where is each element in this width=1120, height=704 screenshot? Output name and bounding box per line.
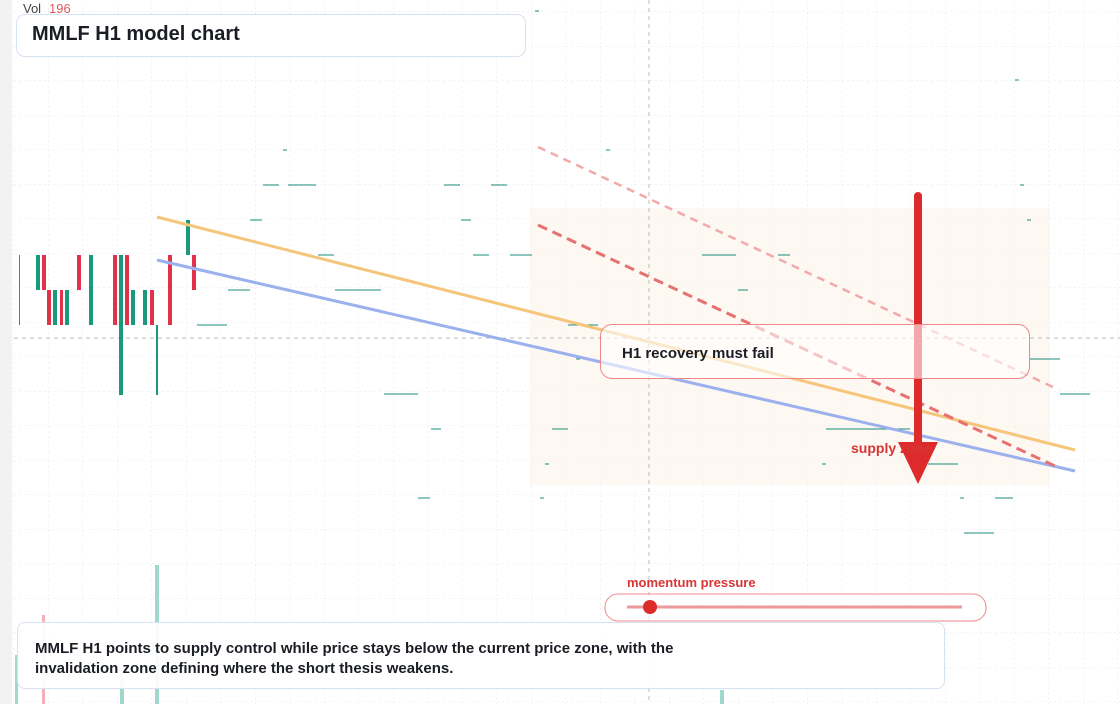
callout: H1 recovery must fail [600, 324, 1030, 379]
footer-note: MMLF H1 points to supply control while p… [17, 622, 945, 689]
vol-label: Vol [23, 1, 41, 16]
vol-value: 196 [49, 1, 71, 16]
arrow-head [898, 442, 938, 484]
slider-label: momentum pressure [627, 575, 756, 590]
candles [19, 220, 196, 395]
slider-thumb[interactable] [643, 600, 657, 614]
channel-line [537, 145, 1056, 390]
chart-title: MMLF H1 model chart [16, 14, 526, 57]
footer-text: MMLF H1 points to supply control while p… [35, 640, 674, 677]
zone-label: supply zone [851, 440, 932, 456]
left-rail [0, 0, 12, 704]
level-ticks [197, 10, 1090, 534]
